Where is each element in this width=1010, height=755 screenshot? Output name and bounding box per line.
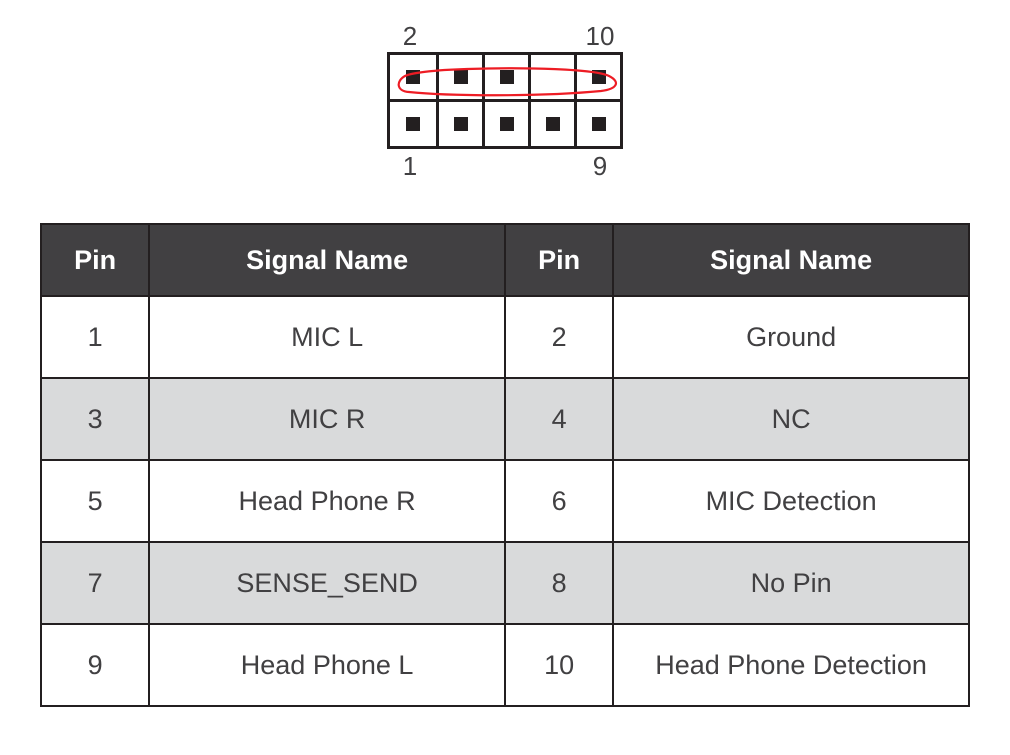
signal-cell-b: NC	[613, 378, 969, 460]
col-header-pin-b: Pin	[505, 224, 613, 296]
pin-cell-b: 10	[505, 624, 613, 706]
table-row: 9Head Phone L10Head Phone Detection	[41, 624, 969, 706]
pin-cell-b: 6	[505, 460, 613, 542]
connector-row-bottom	[390, 99, 620, 146]
pin-6	[482, 55, 528, 99]
signal-cell-a: SENSE_SEND	[149, 542, 505, 624]
pin-10	[574, 55, 620, 99]
connector-row-top	[390, 55, 620, 99]
signal-cell-a: Head Phone L	[149, 624, 505, 706]
pinout-table: Pin Signal Name Pin Signal Name 1MIC L2G…	[40, 223, 970, 707]
pin-label-2: 2	[403, 21, 417, 52]
pin-5	[482, 102, 528, 146]
col-header-pin-a: Pin	[41, 224, 149, 296]
pin-cell-a: 7	[41, 542, 149, 624]
pin-cell-b: 8	[505, 542, 613, 624]
table-row: 3MIC R4NC	[41, 378, 969, 460]
pin-9	[574, 102, 620, 146]
col-header-signal-b: Signal Name	[613, 224, 969, 296]
signal-cell-a: Head Phone R	[149, 460, 505, 542]
signal-cell-b: Head Phone Detection	[613, 624, 969, 706]
table-row: 1MIC L2Ground	[41, 296, 969, 378]
pin-3	[436, 102, 482, 146]
table-row: 5Head Phone R6MIC Detection	[41, 460, 969, 542]
col-header-signal-a: Signal Name	[149, 224, 505, 296]
pin-cell-a: 5	[41, 460, 149, 542]
connector-diagram: 2 10	[40, 0, 970, 183]
pin-cell-a: 1	[41, 296, 149, 378]
signal-cell-a: MIC R	[149, 378, 505, 460]
pin-4	[436, 55, 482, 99]
connector-bottom-labels: 1 9	[387, 149, 623, 183]
table-header-row: Pin Signal Name Pin Signal Name	[41, 224, 969, 296]
pin-cell-b: 4	[505, 378, 613, 460]
pin-cell-a: 3	[41, 378, 149, 460]
pin-cell-a: 9	[41, 624, 149, 706]
signal-cell-a: MIC L	[149, 296, 505, 378]
pin-label-9: 9	[593, 151, 607, 182]
signal-cell-b: MIC Detection	[613, 460, 969, 542]
pin-8-empty	[528, 55, 574, 99]
table-row: 7SENSE_SEND8No Pin	[41, 542, 969, 624]
signal-cell-b: Ground	[613, 296, 969, 378]
pin-1	[390, 102, 436, 146]
pin-label-10: 10	[586, 21, 615, 52]
pin-cell-b: 2	[505, 296, 613, 378]
pin-label-1: 1	[403, 151, 417, 182]
connector-top-labels: 2 10	[387, 18, 623, 52]
connector-body	[387, 52, 623, 149]
signal-cell-b: No Pin	[613, 542, 969, 624]
pin-7	[528, 102, 574, 146]
pin-2	[390, 55, 436, 99]
